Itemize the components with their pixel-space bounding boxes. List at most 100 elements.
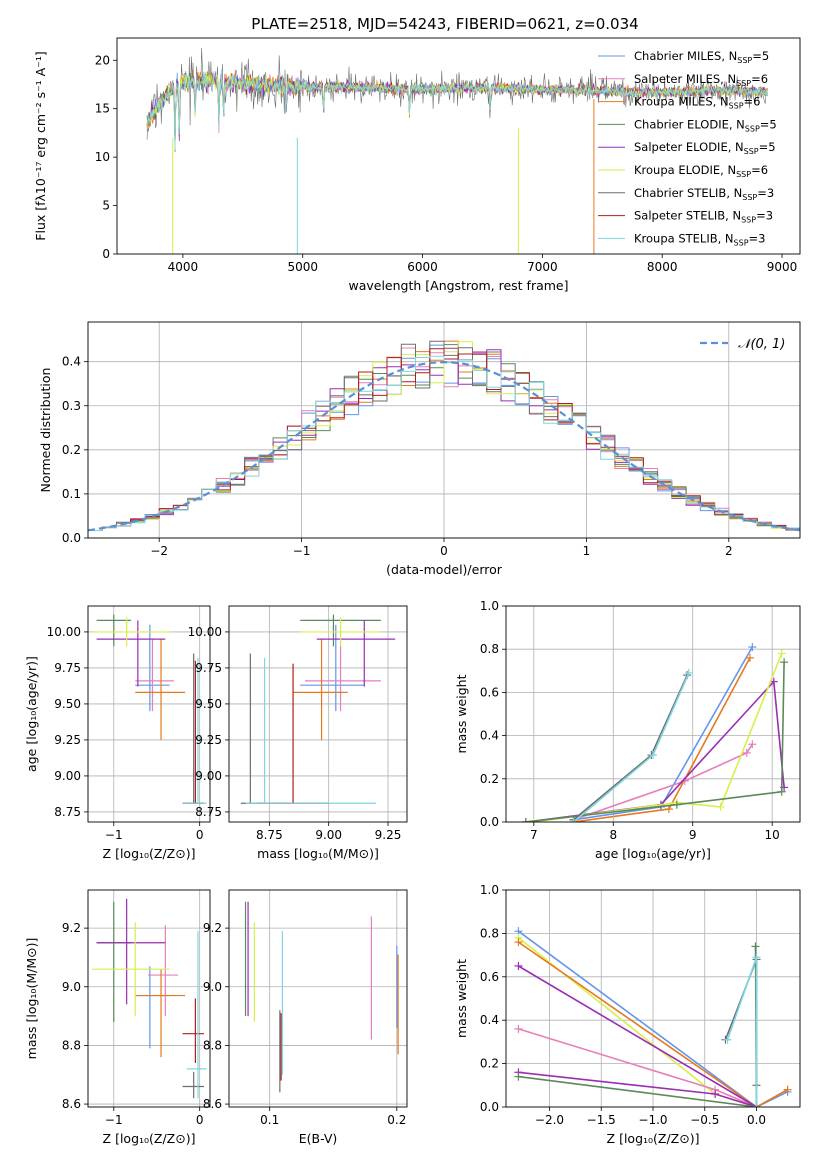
errorbar-kroupa_miles: [135, 969, 186, 1058]
y-axis-label: Flux [fλ10⁻¹⁷ erg cm⁻² s⁻¹ A⁻¹]: [33, 51, 48, 240]
errorbar-kroupa_stelib: [182, 657, 207, 804]
legend-entry: 𝒩(0, 1): [738, 337, 785, 352]
x-tick-label: −1: [293, 544, 311, 558]
legend-entry-name: Chabrier MILES, N: [634, 49, 737, 63]
panel-mass_vs_ebv: 0.1 0.2 8.6 8.8 9.0 9.2 E(B-V): [203, 889, 408, 1146]
y-tick-label: 8.75: [195, 805, 222, 819]
plot-area-age_vs_mass: [240, 614, 396, 804]
legend-entry-name: Kroupa MILES, N: [634, 95, 729, 109]
y-tick-label: 9.25: [54, 733, 81, 747]
x-tick-label: −1.5: [587, 1113, 616, 1127]
axes-frame: [228, 605, 408, 823]
legend-entry-name: Chabrier STELIB, N: [634, 186, 742, 200]
legend-entry: Chabrier MILES, NSSP=5: [634, 49, 769, 65]
errorbar-salpeter_miles: [135, 639, 174, 712]
x-tick-label: 0: [440, 544, 448, 558]
y-tick-label: 0.6: [480, 685, 499, 699]
y-tick-label: 1.0: [480, 883, 499, 897]
weight-marker-chabrier_elodie: [521, 818, 530, 822]
x-axis-label: E(B-V): [299, 1131, 338, 1146]
y-tick-label: 9.50: [195, 697, 222, 711]
x-tick-label: 4000: [168, 260, 199, 274]
y-tick-label: 0.3: [62, 399, 81, 413]
y-tick-label: 9.2: [203, 921, 222, 935]
weight-marker-kroupa_elodie: [529, 818, 538, 822]
legend-entry-n: =6: [751, 72, 768, 86]
errorbar-kroupa_stelib: [245, 657, 377, 804]
axes-frame: [116, 37, 801, 255]
y-tick-label: 0.4: [62, 355, 81, 369]
y-tick-label: 0.1: [62, 487, 81, 501]
weight-line-salpeter_miles: [573, 743, 753, 821]
legend-entry: Kroupa STELIB, NSSP=3: [634, 231, 765, 247]
axes-frame: [505, 605, 801, 823]
panel-age_vs_Z: −1 0 8.75 9.00 9.25 9.50 9.75 10.00 Z [log₁₀(Z/Z…: [24, 605, 211, 861]
y-tick-label: 10.00: [188, 625, 222, 639]
legend-entry-name: Salpeter ELODIE, N: [634, 140, 744, 154]
legend-entry-name: Salpeter STELIB, N: [634, 209, 741, 223]
y-tick-label: 8.75: [54, 805, 81, 819]
weight-marker-chabrier_elodie: [780, 658, 789, 667]
errorbar-kroupa_elodie: [300, 617, 381, 647]
y-tick-label: 0.0: [480, 1100, 499, 1114]
panel-weight_vs_age: 7 8 9 10 0.0 0.2 0.4 0.6 0.8 1.0 age [log₁₀(age/yr…: [454, 599, 801, 861]
weight-marker-kroupa_miles: [783, 1085, 792, 1094]
y-tick-label: 9.0: [203, 980, 222, 994]
legend-entry-name: Chabrier ELODIE, N: [634, 117, 745, 131]
panel-spectrum: 4000 5000 6000 7000 8000 9000 0 5 10 15 20 waveleng…: [33, 37, 801, 293]
plot-area-spectrum: [146, 48, 768, 254]
y-tick-label: 9.50: [54, 697, 81, 711]
y-tick-label: 9.00: [54, 769, 81, 783]
x-axis-label: mass [log₁₀(M/M⊙)]: [257, 846, 379, 861]
legend-entry: Salpeter STELIB, NSSP=3: [634, 209, 773, 225]
legend-entry-n: =3: [756, 209, 773, 223]
legend-subscript: SSP: [741, 216, 756, 225]
weight-marker-chabrier_elodie: [514, 1072, 523, 1081]
weight-marker-salpeter_miles: [514, 1024, 523, 1033]
legend-entry: Chabrier ELODIE, NSSP=5: [634, 117, 777, 133]
legend-entry-name: Kroupa STELIB, N: [634, 231, 734, 245]
x-tick-label: 9.25: [375, 828, 402, 842]
legend-entry-n: =5: [760, 117, 777, 131]
y-tick-label: 9.75: [195, 661, 222, 675]
legend-entry-n: =6: [744, 95, 761, 109]
y-tick-label: 0.2: [480, 772, 499, 786]
x-tick-label: 0.0: [747, 1113, 766, 1127]
y-tick-label: 9.00: [195, 769, 222, 783]
x-tick-label: 0: [196, 1113, 204, 1127]
y-tick-label: 0.0: [480, 815, 499, 829]
weight-marker-chabrier_elodie: [672, 800, 681, 809]
weight-marker-kroupa_elodie: [716, 802, 725, 811]
y-tick-label: 10: [95, 150, 110, 164]
x-tick-label: 10: [765, 828, 780, 842]
y-axis-label: mass weight: [454, 959, 469, 1038]
figure-title: PLATE=2518, MJD=54243, FIBERID=0621, z=0…: [251, 15, 638, 33]
y-axis-label: age [log₁₀(age/yr)]: [24, 656, 39, 772]
y-tick-label: 9.75: [54, 661, 81, 675]
spectrum-line-kroupa_stelib: [146, 68, 768, 150]
y-tick-label: 20: [95, 53, 110, 67]
x-tick-label: 9: [689, 828, 697, 842]
errorbar-kroupa_miles: [293, 639, 348, 740]
x-tick-label: 7000: [527, 260, 558, 274]
legend-subscript: SSP: [737, 56, 752, 65]
legend-entry-n: =6: [751, 163, 768, 177]
y-tick-label: 0.6: [480, 970, 499, 984]
x-tick-label: −1: [105, 1113, 123, 1127]
x-tick-label: 9.00: [315, 828, 342, 842]
weight-marker-chabrier_elodie: [751, 942, 760, 951]
errorbar-salpeter_miles: [148, 925, 179, 1017]
x-tick-label: 0: [196, 828, 204, 842]
y-tick-label: 0: [102, 247, 110, 261]
x-tick-label: −1: [105, 828, 123, 842]
x-axis-label: Z [log₁₀(Z/Z⊙)]: [607, 1131, 700, 1146]
legend-subscript: SSP: [744, 147, 759, 156]
weight-marker-kroupa_elodie: [777, 649, 786, 658]
weight-marker-salpeter_miles: [742, 748, 751, 757]
y-tick-label: 0.4: [480, 1013, 499, 1027]
y-tick-label: 8.6: [62, 1097, 81, 1111]
weight-marker-chabrier_miles: [748, 643, 757, 652]
axes-frame: [87, 605, 211, 823]
